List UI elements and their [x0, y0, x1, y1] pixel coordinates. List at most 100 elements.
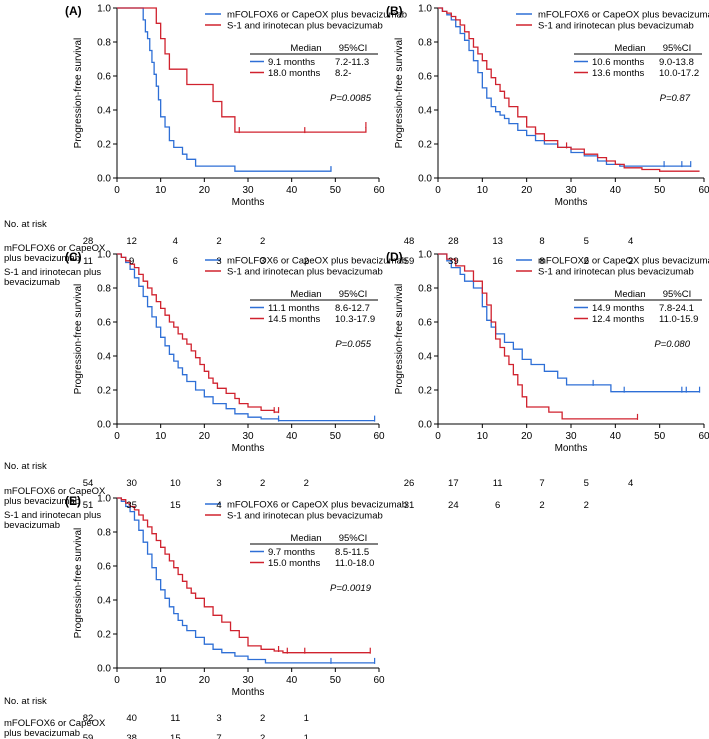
ci-value-1: 9.0-13.8 [659, 57, 694, 68]
y-tick-label: 0.4 [418, 106, 432, 117]
x-axis-title: Months [232, 687, 265, 698]
panel-b: (B) 0.0 0.2 0.4 0.6 0.8 1.0 0 10 20 30 40 50 60 Months… [386, 4, 709, 209]
y-tick-label: 0.0 [97, 664, 111, 675]
at-risk-value-group2: 2 [539, 500, 544, 511]
median-value-1: 11.1 months [268, 303, 320, 314]
x-tick-label: 40 [286, 675, 298, 686]
y-tick-label: 0.0 [97, 420, 111, 431]
legend-label-1: mFOLFOX6 or CapeOX plus bevacizumab [538, 10, 709, 21]
x-tick-label: 40 [286, 185, 298, 196]
x-tick-label: 60 [373, 675, 385, 686]
ci-value-2: 11.0-15.9 [659, 314, 698, 325]
x-tick-label: 10 [155, 185, 167, 196]
at-risk-value-group1: 54 [83, 478, 94, 489]
at-risk-value-group1: 11 [170, 713, 180, 724]
median-value-2: 14.5 months [268, 314, 321, 325]
y-tick-label: 0.4 [418, 352, 432, 363]
median-value-1: 9.7 months [268, 547, 315, 558]
survival-curve-1 [117, 7, 332, 172]
x-axis-title: Months [232, 197, 265, 208]
at-risk-value-group2: 15 [170, 733, 181, 739]
x-tick-label: 10 [477, 431, 489, 442]
x-tick-label: 50 [330, 185, 342, 196]
median-value-2: 15.0 months [268, 558, 321, 569]
panel-e: (E) 0.0 0.2 0.4 0.6 0.8 1.0 0 10 20 30 40 50 60 Months… [65, 494, 407, 699]
x-tick-label: 20 [199, 675, 211, 686]
at-risk-value-group2: 9 [129, 256, 134, 267]
at-risk-value-group2: 8 [539, 256, 544, 267]
x-tick-label: 30 [242, 675, 254, 686]
at-risk-value-group1: 40 [126, 713, 137, 724]
legend-label-2: S-1 and irinotecan plus bevacizumab [538, 21, 694, 32]
row-label-group2: bevacizumab [4, 277, 60, 288]
row-label-group2: S-1 and irinotecan plus [4, 510, 101, 521]
legend-label-2: S-1 and irinotecan plus bevacizumab [227, 267, 383, 278]
legend-label-1: mFOLFOX6 or CapeOX plus bevacizumab [227, 10, 407, 21]
y-tick-label: 0.4 [97, 106, 111, 117]
at-risk-value-group1: 11 [493, 478, 503, 489]
at-risk-value-group2: 24 [448, 500, 459, 511]
panel-label: (E) [65, 494, 81, 508]
p-value: P=0.055 [335, 339, 371, 350]
at-risk-value-group2: 2 [628, 256, 633, 267]
median-value-1: 10.6 months [592, 57, 645, 68]
ci-value-2: 11.0-18.0 [335, 558, 374, 569]
median-value-2: 18.0 months [268, 68, 321, 79]
y-axis-title: Progression-free survival [394, 284, 405, 395]
y-axis-title: Progression-free survival [394, 38, 405, 149]
x-tick-label: 30 [565, 431, 577, 442]
legend-label-2: S-1 and irinotecan plus bevacizumab [227, 21, 383, 32]
row-label-group1: plus bevacizumab [4, 253, 80, 264]
median-value-2: 13.6 months [592, 68, 645, 79]
x-tick-label: 10 [155, 675, 167, 686]
panel-d: (D) 0.0 0.2 0.4 0.6 0.8 1.0 0 10 20 30 40 50 60 Months… [386, 250, 709, 455]
median-header: Median [290, 289, 321, 300]
at-risk-value-group2: 2 [260, 733, 265, 739]
at-risk-value-group1: 28 [448, 236, 459, 247]
median-value-1: 14.9 months [592, 303, 645, 314]
legend-label-2: S-1 and irinotecan plus bevacizumab [227, 511, 383, 522]
x-tick-label: 50 [654, 431, 666, 442]
median-header: Median [614, 289, 645, 300]
ci-value-2: 10.0-17.2 [659, 68, 699, 79]
at-risk-value-group2: 59 [404, 256, 415, 267]
y-tick-label: 0.6 [418, 72, 432, 83]
y-tick-label: 0.8 [418, 284, 432, 295]
y-tick-label: 1.0 [418, 250, 432, 261]
at-risk-value-group1: 2 [304, 478, 309, 489]
y-tick-label: 0.0 [418, 174, 432, 185]
at-risk-value-group1: 5 [584, 236, 589, 247]
x-tick-label: 40 [286, 431, 298, 442]
at-risk-value-group2: 6 [495, 500, 500, 511]
survival-curve-1 [117, 253, 375, 422]
x-tick-label: 0 [114, 675, 120, 686]
at-risk-value-group2: 31 [404, 500, 415, 511]
at-risk-value-group1: 3 [216, 713, 221, 724]
x-tick-label: 0 [435, 431, 441, 442]
at-risk-value-group1: 4 [628, 478, 633, 489]
y-tick-label: 0.8 [418, 38, 432, 49]
at-risk-value-group2: 15 [170, 500, 181, 511]
row-label-group1: mFOLFOX6 or CapeOX [4, 486, 106, 497]
y-tick-label: 1.0 [97, 494, 111, 505]
row-label-group2: S-1 and irinotecan plus [4, 267, 101, 278]
x-tick-label: 20 [521, 431, 533, 442]
y-tick-label: 0.4 [97, 596, 111, 607]
at-risk-value-group1: 10 [170, 478, 181, 489]
x-tick-label: 20 [199, 185, 211, 196]
at-risk-value-group2: 3 [216, 256, 221, 267]
at-risk-title: No. at risk [4, 696, 47, 707]
legend-label-1: mFOLFOX6 or CapeOX plus bevacizumab [227, 256, 407, 267]
at-risk-value-group2: 3 [260, 256, 265, 267]
row-label-group1: plus bevacizumab [4, 728, 80, 739]
x-tick-label: 20 [521, 185, 533, 196]
at-risk-value-group1: 4 [173, 236, 178, 247]
ci-value-2: 8.2- [335, 68, 351, 79]
at-risk-value-group2: 2 [584, 256, 589, 267]
y-tick-label: 0.2 [97, 140, 111, 151]
at-risk-value-group2: 51 [83, 500, 94, 511]
at-risk-title: No. at risk [4, 461, 47, 472]
y-axis-title: Progression-free survival [73, 528, 84, 639]
